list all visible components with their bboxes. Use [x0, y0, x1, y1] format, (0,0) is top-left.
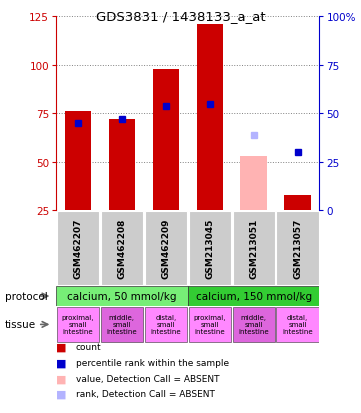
- Text: calcium, 150 mmol/kg: calcium, 150 mmol/kg: [196, 291, 312, 301]
- Text: ■: ■: [56, 342, 66, 352]
- Text: protocol: protocol: [5, 291, 47, 301]
- Bar: [145, 307, 187, 342]
- Text: GSM462208: GSM462208: [117, 218, 126, 278]
- Bar: [101, 211, 143, 285]
- Text: ■: ■: [56, 358, 66, 368]
- Bar: [188, 307, 231, 342]
- Text: tissue: tissue: [5, 320, 36, 330]
- Bar: [145, 211, 187, 285]
- Text: GSM462209: GSM462209: [161, 218, 170, 279]
- Bar: [57, 307, 99, 342]
- Text: distal,
small
intestine: distal, small intestine: [151, 315, 181, 335]
- Text: proximal,
small
intestine: proximal, small intestine: [193, 315, 226, 335]
- Text: middle,
small
intestine: middle, small intestine: [106, 315, 137, 335]
- Bar: [56, 287, 188, 306]
- Text: value, Detection Call = ABSENT: value, Detection Call = ABSENT: [76, 374, 219, 383]
- Text: GSM213051: GSM213051: [249, 218, 258, 278]
- Text: proximal,
small
intestine: proximal, small intestine: [62, 315, 94, 335]
- Text: distal,
small
intestine: distal, small intestine: [282, 315, 313, 335]
- Bar: [277, 211, 319, 285]
- Bar: [284, 195, 311, 211]
- Bar: [188, 211, 231, 285]
- Text: percentile rank within the sample: percentile rank within the sample: [76, 358, 229, 367]
- Bar: [188, 287, 319, 306]
- Text: calcium, 50 mmol/kg: calcium, 50 mmol/kg: [67, 291, 177, 301]
- Bar: [109, 120, 135, 211]
- Bar: [57, 211, 99, 285]
- Bar: [232, 307, 275, 342]
- Text: GSM213057: GSM213057: [293, 218, 302, 278]
- Bar: [240, 157, 267, 211]
- Text: GSM462207: GSM462207: [73, 218, 82, 279]
- Text: rank, Detection Call = ABSENT: rank, Detection Call = ABSENT: [76, 389, 215, 399]
- Bar: [65, 112, 91, 211]
- Bar: [196, 25, 223, 211]
- Text: GSM213045: GSM213045: [205, 218, 214, 278]
- Bar: [277, 307, 319, 342]
- Text: ■: ■: [56, 389, 66, 399]
- Text: count: count: [76, 342, 101, 351]
- Bar: [101, 307, 143, 342]
- Text: ■: ■: [56, 373, 66, 383]
- Bar: [153, 69, 179, 211]
- Text: middle,
small
intestine: middle, small intestine: [238, 315, 269, 335]
- Text: GDS3831 / 1438133_a_at: GDS3831 / 1438133_a_at: [96, 10, 265, 23]
- Bar: [232, 211, 275, 285]
